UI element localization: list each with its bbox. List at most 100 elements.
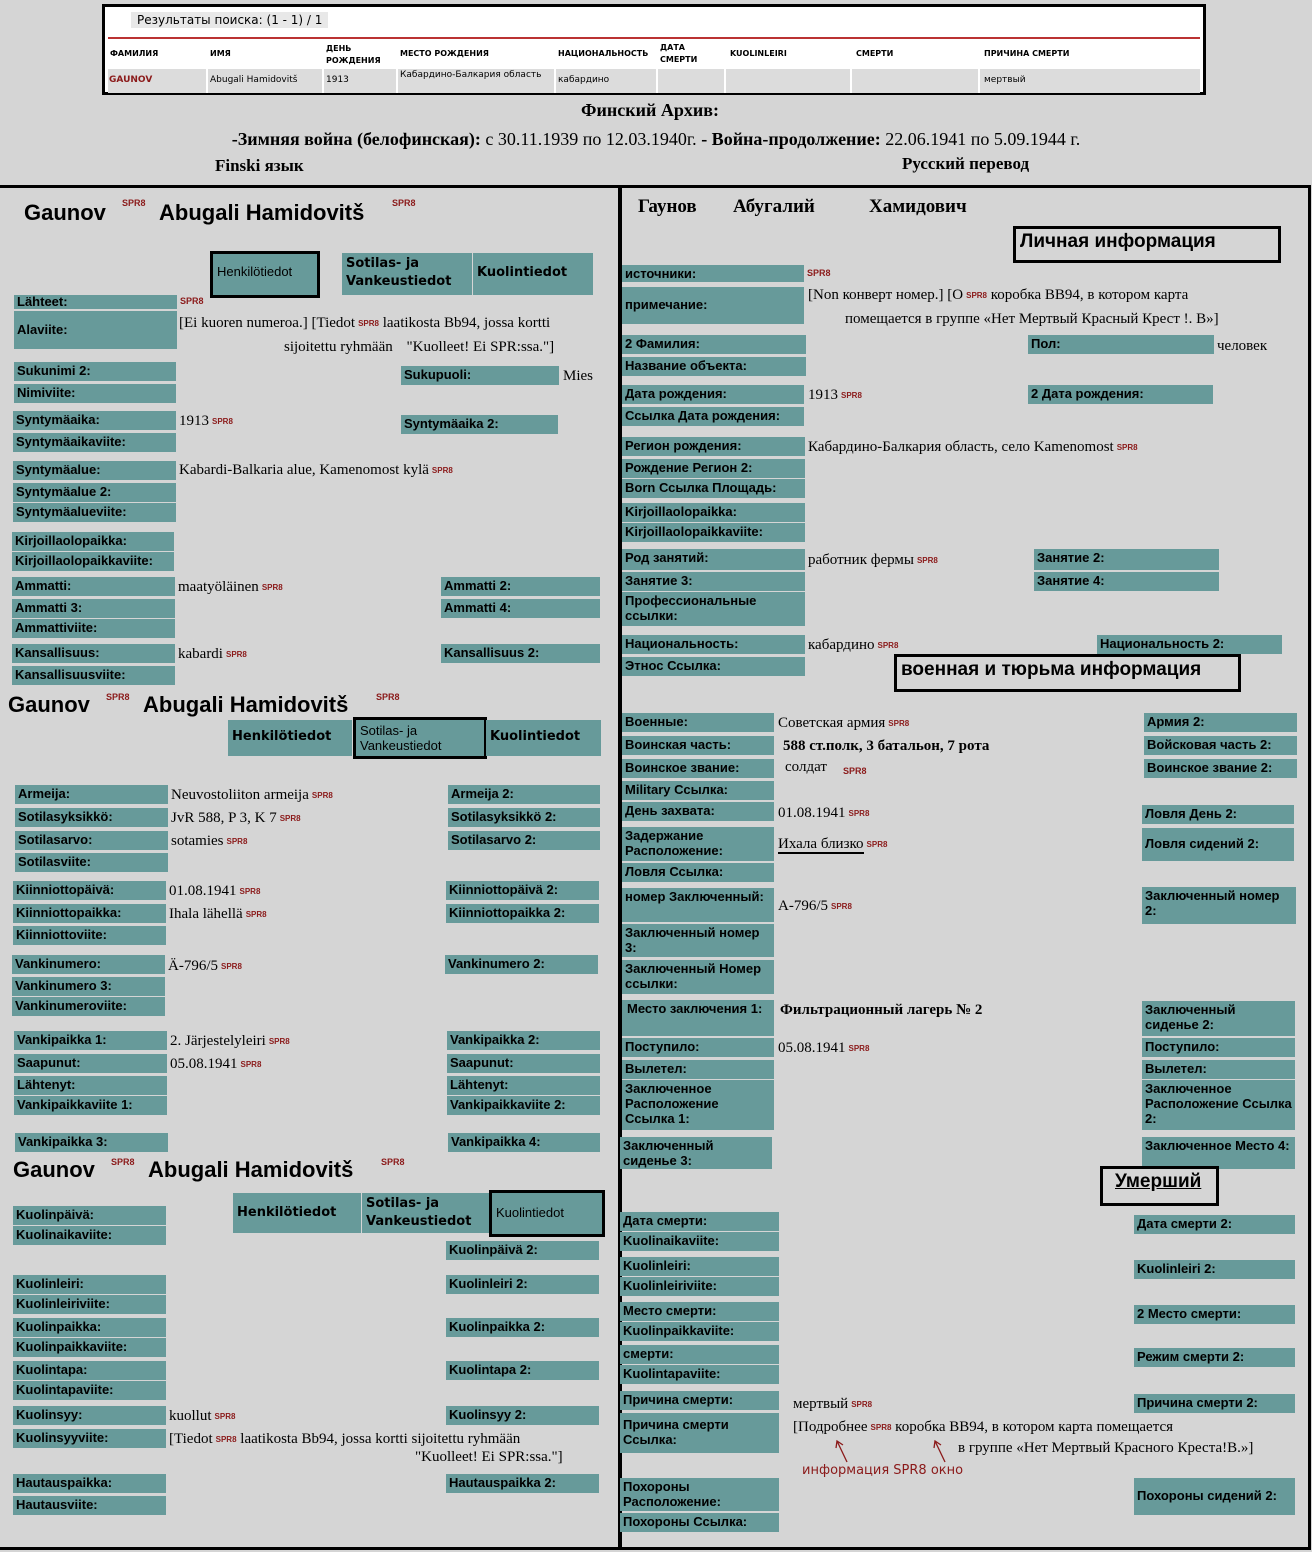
field-vankipaikka4: Vankipaikka 4: (448, 1133, 600, 1152)
field-sukupuoli: Sukupuoli: (401, 366, 559, 385)
spr-link[interactable]: SPR8 (226, 837, 248, 847)
field-hautausviite: Hautausviite: (13, 1496, 166, 1515)
field-kiinniottoviite: Kiinniottoviite: (13, 926, 166, 945)
field-kuolintapa: Kuolintapa: (13, 1361, 166, 1380)
spr-link[interactable]: SPR8 (180, 296, 204, 306)
results-table: фамилия имя день рождения место рождения… (108, 37, 1200, 93)
tab-henkilotiedot-selected[interactable]: Henkilötiedot (210, 251, 320, 298)
tab-henkilotiedot[interactable]: Henkilötiedot (228, 720, 352, 756)
spr-link[interactable]: SPR8 (268, 1037, 290, 1047)
result-birthplace: Кабардино-Балкария область (400, 70, 542, 80)
header-smerti[interactable]: смерти (856, 49, 894, 58)
ru-field-data-smerti2: Дата смерти 2: (1134, 1215, 1295, 1234)
alaviite-text-3: sijoitettu ryhmään (284, 339, 393, 355)
section-deceased: Умерший (1100, 1166, 1219, 1206)
field-vankinumero2: Vankinumero 2: (445, 955, 598, 974)
alaviite-text-1: [Ei kuoren numeroa.] [Tiedot (179, 315, 356, 331)
tab-sotilas[interactable]: Sotilas- ja Vankeustiedot (362, 1193, 490, 1233)
ru-postupilo-value: 05.08.1941 (778, 1040, 846, 1056)
spr-link[interactable]: SPR8 (358, 319, 379, 329)
spr-link[interactable]: SPR8 (215, 1435, 237, 1445)
header-natsionalnost[interactable]: национальность (558, 49, 649, 58)
spr-link[interactable]: SPR8 (1116, 443, 1138, 453)
spr-link[interactable]: SPR8 (240, 1060, 262, 1070)
ru-field-armiya2: Армия 2: (1144, 713, 1297, 732)
field-kuolintapa2: Kuolintapa 2: (446, 1361, 599, 1380)
spr-link[interactable]: SPR8 (431, 466, 453, 476)
tab-henkilotiedot[interactable]: Henkilötiedot (233, 1193, 361, 1233)
spr-link[interactable]: SPR8 (807, 268, 831, 278)
ru-field-prichina-ssylka: Причина смерти Ссылка: (620, 1413, 779, 1453)
ru-patronymic: Хамидович (869, 196, 967, 217)
spr-link[interactable]: SPR8 (831, 902, 852, 912)
field-vankipaikka1: Vankipaikka 1: (14, 1031, 167, 1050)
spr-link[interactable]: SPR8 (848, 1044, 870, 1054)
ru-field-pol: Пол: (1028, 335, 1214, 354)
ru-prichina-ssylka-text-3: в группе «Нет Мертвый Красного Креста!В.… (958, 1440, 1254, 1456)
results-count: Результаты поиска: (1 - 1) / 1 (131, 12, 329, 28)
spr-link[interactable]: SPR8 (212, 417, 233, 427)
spr-link[interactable]: SPR8 (870, 1423, 892, 1433)
result-row[interactable]: Gaunov Abugali Hamidovitš 1913 Кабардино… (108, 69, 1200, 93)
spr-tag: SPR8 (381, 1157, 405, 1167)
field-kiinniottopaiva: Kiinniottopäivä: (13, 881, 166, 900)
spr-link[interactable]: SPR8 (239, 887, 261, 897)
header-mesto-rozhdeniya[interactable]: место рождения (400, 49, 489, 58)
field-ammatti4: Ammatti 4: (441, 599, 600, 618)
spr-link[interactable]: SPR8 (843, 766, 867, 776)
spr-link[interactable]: SPR8 (261, 583, 283, 593)
spr-link[interactable]: SPR8 (916, 556, 938, 566)
spr-link[interactable]: SPR8 (225, 650, 247, 660)
ru-field-lovlya-ssylka: Ловля Ссылка: (622, 863, 774, 882)
tab-kuolintiedot-selected[interactable]: Kuolintiedot (489, 1190, 605, 1237)
spr-link[interactable]: SPR8 (214, 1412, 236, 1422)
ru-field-data-smerti: Дата смерти: (620, 1212, 779, 1231)
header-familiya[interactable]: фамилия (110, 49, 159, 58)
ru-field-zakl-sid2: Заключенный сиденье 2: (1142, 1001, 1295, 1036)
spr-link[interactable]: SPR8 (841, 391, 862, 401)
continuation-war-dates: 22.06.1941 по 5.09.1944 г. (880, 129, 1081, 149)
syntymaaika-value: 1913 (179, 413, 209, 429)
field-vankipaikkaviite1: Vankipaikkaviite 1: (14, 1096, 167, 1115)
field-kuolinpaikka2: Kuolinpaikka 2: (446, 1318, 599, 1337)
header-den-rozhdeniya[interactable]: день рождения (326, 44, 381, 65)
war-periods: -Зимняя война (белофинская): с 30.11.193… (0, 129, 1312, 150)
spr-link[interactable]: SPR8 (866, 840, 888, 850)
field-sotilasviite: Sotilasviite: (15, 853, 168, 872)
spr-link[interactable]: SPR8 (245, 910, 267, 920)
ru-field-kuolinaikaviite: Kuolinaikaviite: (620, 1232, 779, 1251)
ru-nomer-zakl-value: А-796/5 (778, 898, 828, 914)
header-kuolinleiri[interactable]: kuolinleiri (730, 49, 787, 58)
result-name: Abugali Hamidovitš (210, 75, 298, 85)
sotilasarvo-value: sotamies (171, 833, 224, 849)
ru-field-pohorony: Похороны Расположение: (620, 1478, 779, 1511)
ru-field-zakl-sid3: Заключенный сиденье 3: (620, 1137, 772, 1169)
ru-field-lovlya-sid2: Ловля сидений 2: (1142, 828, 1294, 861)
ru-field-military-ssylka: Military Ссылка: (622, 781, 774, 800)
tab-kuolintiedot[interactable]: Kuolintiedot (486, 720, 601, 756)
field-kiinniottopaikka: Kiinniottopaikka: (13, 904, 166, 923)
header-imya[interactable]: имя (210, 49, 231, 58)
spr-link[interactable]: SPR8 (966, 291, 988, 301)
result-surname-link[interactable]: Gaunov (109, 75, 153, 85)
alaviite-text-2: laatikosta Bb94, jossa kortti (382, 315, 551, 331)
spr-link[interactable]: SPR8 (877, 641, 899, 651)
spr-link[interactable]: SPR8 (221, 962, 242, 972)
tab-sotilas-selected[interactable]: Sotilas- ja Vankeustiedot (353, 717, 487, 759)
spr-link[interactable]: SPR8 (888, 719, 910, 729)
field-lahtenyt: Lähtenyt: (14, 1076, 167, 1095)
ru-field-region: Регион рождения: (622, 437, 805, 456)
field-kansallisuus: Kansallisuus: (12, 644, 175, 663)
spr-link[interactable]: SPR8 (848, 809, 870, 819)
spr-link[interactable]: SPR8 (851, 1400, 873, 1410)
tab-sotilas[interactable]: Sotilas- ja Vankeustiedot (342, 253, 472, 295)
ru-field-istochniki: источники: (622, 265, 804, 282)
spr-link[interactable]: SPR8 (279, 814, 301, 824)
header-prichina[interactable]: причина смерти (984, 49, 1070, 58)
arrow-left-icon (835, 1439, 848, 1463)
header-data-smerti[interactable]: дата смерти (660, 43, 698, 64)
tab-kuolintiedot[interactable]: Kuolintiedot (473, 253, 593, 295)
spr-link[interactable]: SPR8 (311, 791, 333, 801)
ru-den-zahvata-value: 01.08.1941 (778, 805, 846, 821)
ru-field-kuolintapaviite: Kuolintapaviite: (620, 1365, 779, 1384)
